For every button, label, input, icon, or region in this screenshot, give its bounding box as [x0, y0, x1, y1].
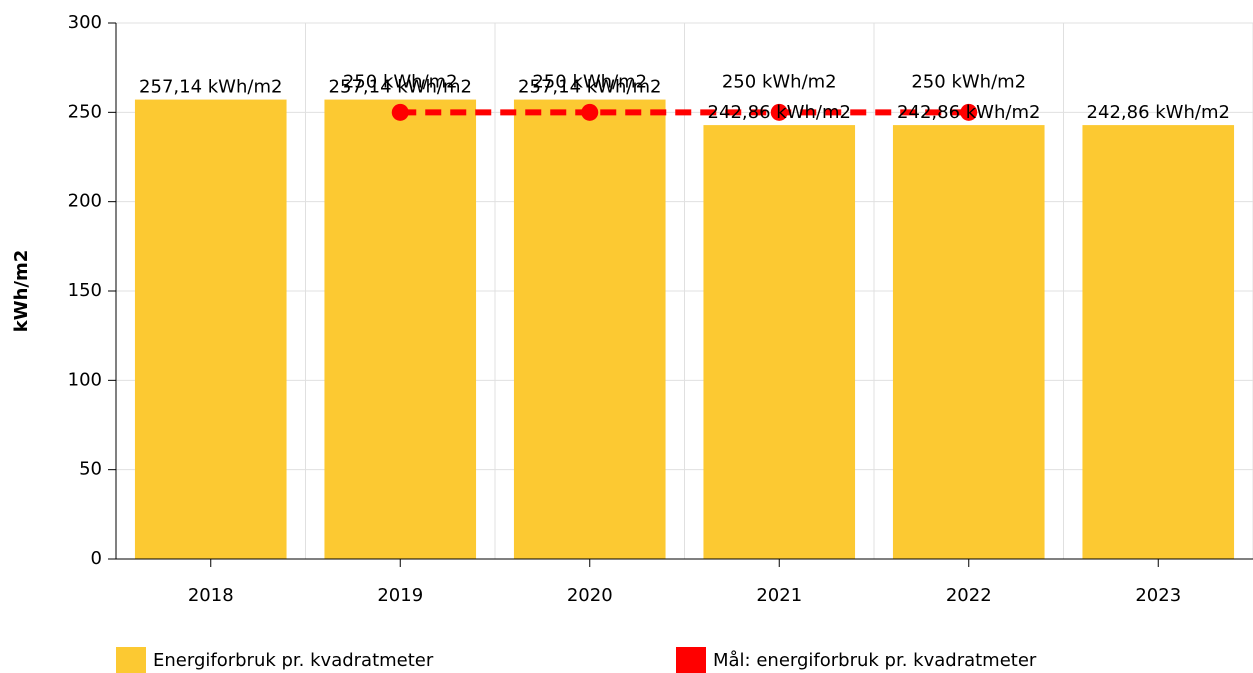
y-axis-label: kWh/m2 — [11, 250, 32, 333]
target-point — [770, 103, 788, 121]
data-label: 257,14 kWh/m2 — [518, 77, 661, 98]
legend-label: Mål: energiforbruk pr. kvadratmeter — [713, 650, 1037, 671]
x-tick-label: 2023 — [1135, 585, 1181, 606]
bar — [134, 99, 287, 559]
y-tick-label: 200 — [68, 191, 102, 212]
bar — [703, 125, 856, 559]
legend-swatch — [676, 647, 706, 673]
bar — [1082, 125, 1235, 559]
data-label: 257,14 kWh/m2 — [139, 77, 282, 98]
x-tick-label: 2022 — [946, 585, 992, 606]
target-point — [391, 103, 409, 121]
bar — [892, 125, 1045, 559]
x-tick-label: 2021 — [756, 585, 802, 606]
data-label: 250 kWh/m2 — [343, 71, 458, 92]
y-tick-label: 150 — [68, 280, 102, 301]
target-point — [960, 103, 978, 121]
data-label: 250 kWh/m2 — [722, 71, 837, 92]
bar — [324, 99, 477, 559]
data-label: 242,86 kWh/m2 — [897, 102, 1040, 123]
data-label: 242,86 kWh/m2 — [1087, 102, 1230, 123]
data-label: 257,14 kWh/m2 — [329, 77, 472, 98]
data-label: 250 kWh/m2 — [532, 71, 647, 92]
target-point — [581, 103, 599, 121]
bar — [513, 99, 666, 559]
y-tick-label: 250 — [68, 101, 102, 122]
y-tick-label: 0 — [91, 548, 102, 569]
y-tick-label: 300 — [68, 12, 102, 33]
x-tick-label: 2018 — [188, 585, 234, 606]
x-tick-label: 2019 — [377, 585, 423, 606]
legend-label: Energiforbruk pr. kvadratmeter — [153, 650, 434, 671]
y-tick-label: 50 — [79, 459, 102, 480]
x-tick-label: 2020 — [567, 585, 613, 606]
data-label: 250 kWh/m2 — [911, 71, 1026, 92]
legend-swatch — [116, 647, 146, 673]
y-tick-label: 100 — [68, 369, 102, 390]
data-label: 242,86 kWh/m2 — [708, 102, 851, 123]
